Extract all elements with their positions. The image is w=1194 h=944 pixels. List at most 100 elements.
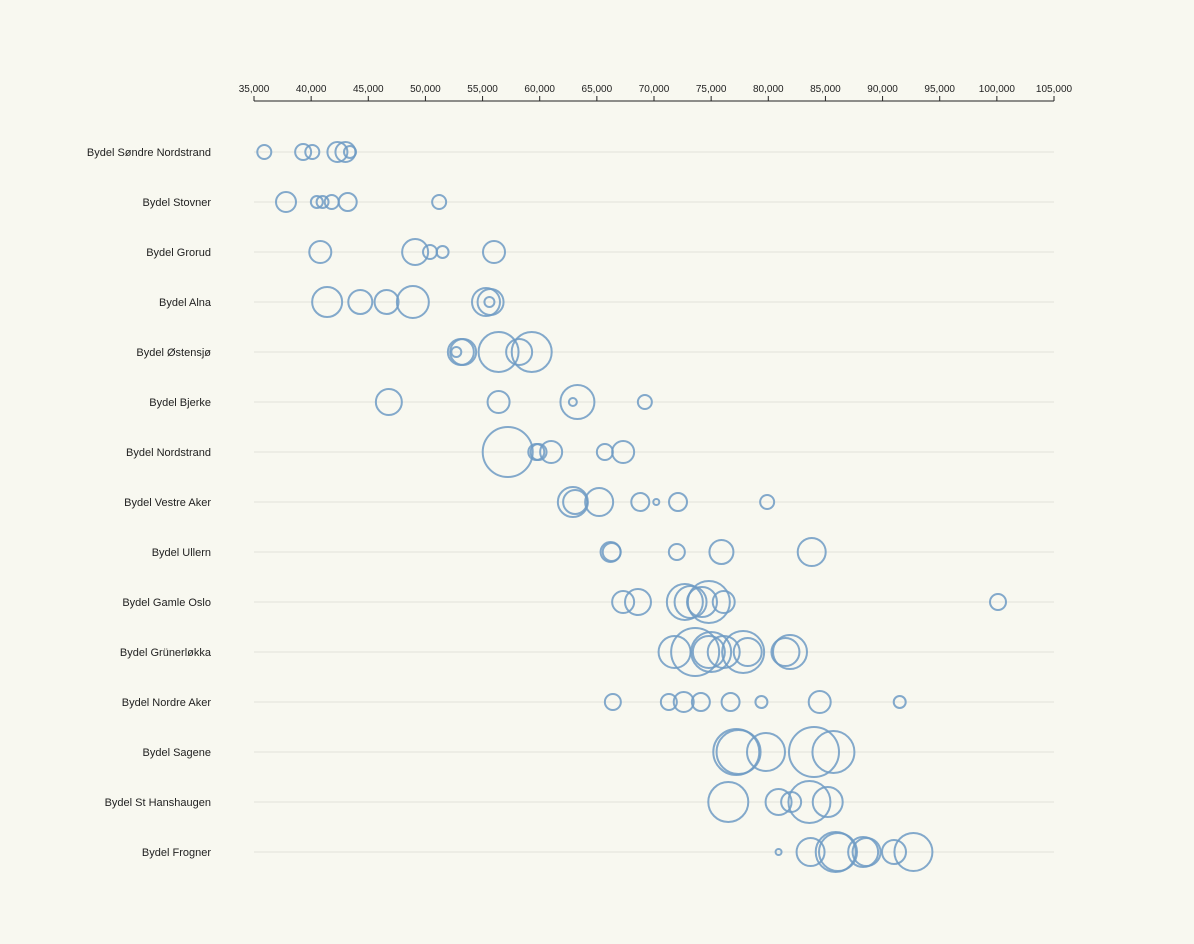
- bubble-point: [814, 831, 857, 873]
- bubble-point: [567, 397, 578, 407]
- bubble-point: [746, 732, 786, 772]
- row-labels: Bydel Søndre Nordstrand Bydel Stovner Byde…: [87, 147, 212, 859]
- bubble-point: [715, 729, 762, 775]
- bubble-point: [486, 390, 511, 414]
- bubble-point: [373, 289, 400, 315]
- x-tick-label: 75,000: [696, 84, 727, 95]
- bubble-point: [720, 692, 741, 712]
- bubble-point: [611, 590, 636, 614]
- bubble-point: [659, 693, 678, 711]
- row-bubbles: [603, 690, 907, 714]
- row-label: Bydel Nordre Aker: [122, 697, 212, 709]
- bubble-point: [732, 637, 763, 667]
- row-label: Bydel Bjerke: [149, 397, 211, 409]
- row-bubbles: [657, 627, 808, 677]
- bubble-point: [603, 693, 622, 711]
- row-bubbles: [311, 285, 505, 319]
- bubble-point: [652, 498, 661, 506]
- bubble-point: [759, 494, 776, 510]
- bubble-point: [315, 195, 330, 209]
- row-label: Bydel Ullern: [152, 547, 211, 559]
- bubble-point: [811, 730, 856, 774]
- row-label: Bydel Gamle Oslo: [122, 597, 211, 609]
- bubble-point: [818, 832, 858, 872]
- row-bubbles: [712, 726, 856, 778]
- bubble-point: [630, 492, 651, 512]
- row-label: Bydel Alna: [159, 297, 212, 309]
- bubble-point: [584, 487, 615, 517]
- bubble-point: [989, 593, 1007, 611]
- bubble-point: [374, 388, 403, 416]
- x-tick-label: 60,000: [524, 84, 555, 95]
- bubble-point: [795, 837, 826, 867]
- bubble-point: [636, 394, 653, 410]
- x-tick-label: 100,000: [979, 84, 1016, 95]
- bubble-point: [770, 637, 801, 667]
- bubble-point: [690, 631, 733, 673]
- bubble-point: [686, 580, 731, 624]
- bubble-point: [435, 245, 450, 259]
- bubble-point: [788, 726, 840, 778]
- row-label: Bydel Østensjø: [136, 347, 211, 359]
- bubble-point: [482, 240, 506, 264]
- bubble-point: [754, 695, 769, 709]
- row-label: Bydel Nordstrand: [126, 447, 211, 459]
- bubble-point: [892, 695, 907, 709]
- bubble-point: [670, 627, 721, 677]
- bubble-point: [881, 839, 907, 865]
- bubble-point: [711, 590, 736, 614]
- bubble-point: [562, 489, 589, 515]
- bubble-point: [395, 285, 430, 319]
- bubble-point: [431, 194, 448, 210]
- bubble-point: [665, 583, 704, 621]
- bubble-point: [449, 338, 478, 366]
- x-tick-label: 80,000: [753, 84, 784, 95]
- row-bubbles: [556, 486, 776, 518]
- bubble-point: [471, 287, 501, 317]
- bubble-point: [708, 539, 735, 565]
- bubble-point: [343, 145, 357, 159]
- bubble-point: [851, 837, 882, 867]
- bubble-point: [787, 780, 832, 824]
- bubble-point: [690, 692, 711, 712]
- bubble-point: [893, 832, 934, 872]
- row-label: Bydel Søndre Nordstrand: [87, 147, 211, 159]
- bubble-point: [559, 384, 596, 420]
- row-label: Bydel St Hanshaugen: [105, 797, 211, 809]
- bubble-point: [256, 144, 273, 160]
- bubble-point: [294, 143, 313, 161]
- bubble-point: [624, 588, 652, 616]
- x-axis: 35,000 40,000 45,000 50,000 55,000 60,000 65,0…: [239, 84, 1073, 102]
- row-label: Bydel Sagene: [143, 747, 212, 759]
- bubble-point: [667, 543, 686, 561]
- bubble-point: [772, 634, 808, 670]
- x-tick-label: 40,000: [296, 84, 327, 95]
- bubble-point: [712, 728, 761, 776]
- bubble-point: [672, 691, 695, 713]
- row-bubbles: [308, 238, 506, 266]
- bubble-point: [308, 240, 333, 264]
- x-tick-label: 50,000: [410, 84, 441, 95]
- x-tick-label: 35,000: [239, 84, 270, 95]
- bubble-point: [529, 443, 548, 461]
- row-bubbles: [774, 831, 934, 873]
- x-tick-label: 105,000: [1036, 84, 1073, 95]
- x-tick-label: 95,000: [924, 84, 955, 95]
- bubble-point: [706, 635, 741, 669]
- bubble-point: [477, 331, 520, 373]
- row-label: Bydel Grünerløkka: [120, 647, 212, 659]
- bubble-point: [539, 440, 564, 464]
- bubble-point: [707, 781, 750, 823]
- row-label: Bydel Grorud: [146, 247, 211, 259]
- bubbles: [256, 141, 1007, 873]
- bubble-point: [401, 238, 430, 266]
- bubble-point: [450, 346, 463, 358]
- row-lines: [254, 151, 1054, 853]
- bubble-point: [774, 848, 783, 856]
- x-tick-label: 90,000: [867, 84, 898, 95]
- bubble-point: [847, 836, 880, 868]
- bubble-point: [337, 192, 358, 212]
- bubble-point: [673, 585, 708, 619]
- x-tick-label: 45,000: [353, 84, 384, 95]
- row-bubbles: [256, 141, 357, 163]
